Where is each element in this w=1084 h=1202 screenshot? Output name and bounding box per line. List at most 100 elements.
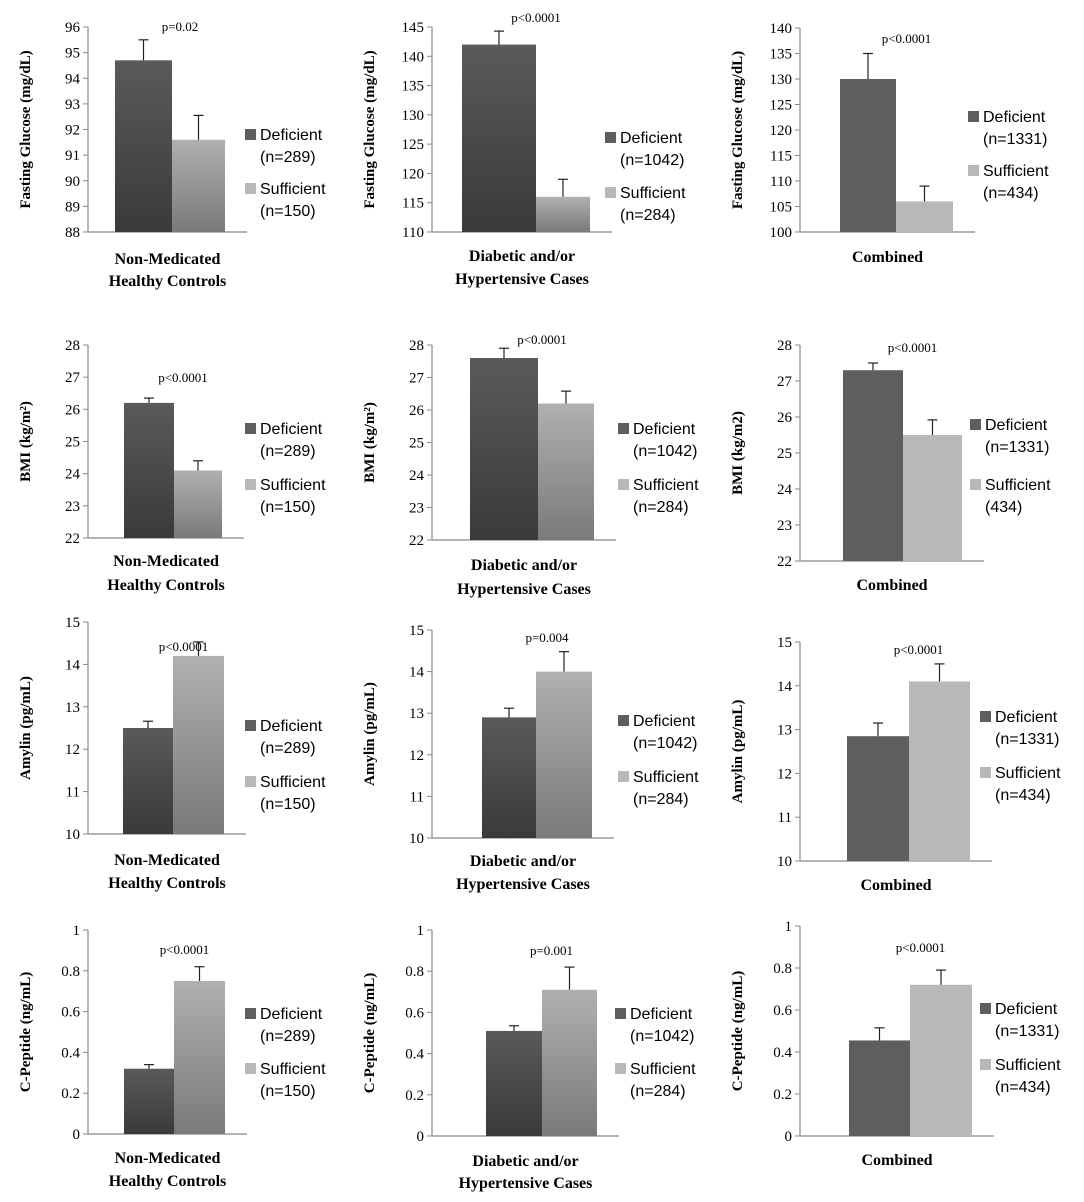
- legend-n-label: (n=434): [995, 787, 1051, 804]
- legend-label: Sufficient: [983, 163, 1049, 180]
- p-value-label: p<0.0001: [511, 10, 561, 25]
- bar-deficient: [124, 402, 174, 538]
- legend-label: Sufficient: [260, 774, 326, 791]
- y-axis-label: C-Peptide (ng/mL): [730, 971, 746, 1091]
- bar-deficient: [462, 44, 536, 233]
- x-axis-label: Diabetic and/or: [469, 248, 575, 265]
- legend-n-label: (n=1042): [633, 443, 698, 460]
- legend-label: Deficient: [630, 1006, 693, 1023]
- x-axis-label: Non-Medicated: [115, 1150, 221, 1167]
- y-tick-label: 15: [409, 623, 424, 639]
- legend-label: Deficient: [260, 421, 323, 438]
- y-tick-label: 10: [409, 831, 424, 847]
- legend-n-label: (n=150): [260, 1083, 316, 1100]
- chart-panel: 22 23 24 25 26 27 28 BMI (kg/m2) Combined p<0.000…: [730, 338, 1051, 594]
- y-tick-label: 0.8: [773, 961, 792, 977]
- legend-swatch-sufficient: [245, 1063, 256, 1074]
- x-axis-label: Non-Medicated: [114, 852, 220, 869]
- bar-sufficient: [538, 403, 594, 540]
- legend-label: Deficient: [260, 718, 323, 735]
- y-tick-label: 15: [65, 615, 80, 631]
- y-axis-label: Fasting Glucose (mg/dL): [18, 50, 34, 208]
- y-axis-label: BMI (kg/m²): [18, 401, 34, 482]
- y-tick-label: 28: [409, 338, 424, 354]
- legend-n-label: (n=289): [260, 1028, 316, 1045]
- y-axis-label: Fasting Glucose (mg/dL): [362, 50, 378, 208]
- y-tick-label: 135: [402, 79, 425, 95]
- bar-deficient: [840, 79, 896, 232]
- x-axis-label: Healthy Controls: [107, 577, 224, 594]
- bar-deficient: [843, 370, 903, 561]
- p-value-label: p<0.0001: [158, 370, 208, 385]
- bar-deficient: [486, 1030, 542, 1136]
- bar-sufficient: [896, 201, 953, 232]
- y-tick-label: 115: [770, 149, 792, 165]
- y-tick-label: 140: [402, 49, 425, 65]
- legend-swatch-deficient: [970, 419, 981, 430]
- y-tick-label: 28: [777, 338, 792, 354]
- legend-swatch-deficient: [605, 132, 616, 143]
- y-tick-label: 145: [402, 20, 425, 36]
- y-tick-label: 90: [65, 174, 80, 190]
- bar-sufficient: [909, 681, 970, 861]
- y-tick-label: 14: [409, 665, 425, 681]
- y-tick-label: 25: [65, 435, 80, 451]
- y-axis-label: BMI (kg/m2): [730, 411, 746, 495]
- legend-label: Sufficient: [620, 185, 686, 202]
- bar-sufficient: [542, 989, 597, 1136]
- bar-deficient: [124, 1068, 174, 1134]
- legend-swatch-deficient: [618, 423, 629, 434]
- bar-deficient: [849, 1040, 910, 1136]
- legend-label: Deficient: [995, 1001, 1058, 1018]
- legend-n-label: (n=1331): [983, 131, 1048, 148]
- legend-n-label: (n=150): [260, 203, 316, 220]
- legend-swatch-deficient: [980, 1003, 991, 1014]
- legend-n-label: (n=150): [260, 796, 316, 813]
- p-value-label: p=0.004: [525, 630, 569, 645]
- y-tick-label: 88: [65, 225, 80, 241]
- y-tick-label: 22: [65, 531, 80, 547]
- legend-n-label: (n=284): [620, 207, 676, 224]
- legend-label: Sufficient: [995, 765, 1061, 782]
- legend-n-label: (n=1331): [995, 731, 1060, 748]
- y-axis-label: C-Peptide (ng/mL): [362, 973, 378, 1093]
- y-tick-label: 22: [777, 554, 792, 570]
- y-tick-label: 120: [770, 123, 793, 139]
- legend-label: Deficient: [633, 421, 696, 438]
- y-tick-label: 0.4: [773, 1045, 792, 1061]
- x-axis-label: Combined: [861, 1152, 932, 1169]
- legend-swatch-deficient: [615, 1008, 626, 1019]
- x-axis-label: Healthy Controls: [109, 273, 226, 290]
- y-tick-label: 110: [770, 174, 792, 190]
- legend-swatch-deficient: [980, 711, 991, 722]
- y-axis-label: C-Peptide (ng/mL): [18, 972, 34, 1092]
- chart-panel: 0 0.2 0.4 0.6 0.8 1 C-Peptide (ng/mL) Diabetic …: [362, 923, 696, 1192]
- chart-panel: 10 11 12 13 14 15 Amylin (pg/mL) Diabetic and/o…: [362, 623, 699, 893]
- legend-label: Sufficient: [985, 477, 1051, 494]
- y-tick-label: 130: [770, 72, 793, 88]
- y-tick-label: 27: [777, 374, 793, 390]
- y-tick-label: 0: [785, 1129, 793, 1145]
- y-tick-label: 0.8: [405, 964, 424, 980]
- p-value-label: p<0.0001: [882, 31, 932, 46]
- y-tick-label: 100: [770, 225, 793, 241]
- y-tick-label: 23: [65, 499, 80, 515]
- y-tick-label: 1: [785, 919, 793, 935]
- y-tick-label: 26: [409, 403, 425, 419]
- y-tick-label: 1: [417, 923, 425, 939]
- bar-sufficient: [174, 981, 225, 1134]
- x-axis-label: Hypertensive Cases: [455, 271, 589, 288]
- legend-label: Deficient: [995, 709, 1058, 726]
- legend-label: Sufficient: [630, 1061, 696, 1078]
- legend-n-label: (n=434): [983, 185, 1039, 202]
- p-value-label: p<0.0001: [896, 940, 946, 955]
- y-tick-label: 115: [402, 196, 424, 212]
- legend-n-label: (n=1331): [995, 1023, 1060, 1040]
- y-tick-label: 0.6: [773, 1003, 792, 1019]
- chart-panel: 0 0.2 0.4 0.6 0.8 1 C-Peptide (ng/mL) Combined p…: [730, 919, 1061, 1169]
- y-tick-label: 91: [65, 148, 80, 164]
- y-tick-label: 0.6: [405, 1005, 424, 1021]
- chart-panel: 88 89 90 91 92 93 94 95 96 Fasting Glucose (mg/dL…: [18, 19, 326, 290]
- legend-n-label: (n=289): [260, 149, 316, 166]
- bar-deficient: [115, 60, 172, 232]
